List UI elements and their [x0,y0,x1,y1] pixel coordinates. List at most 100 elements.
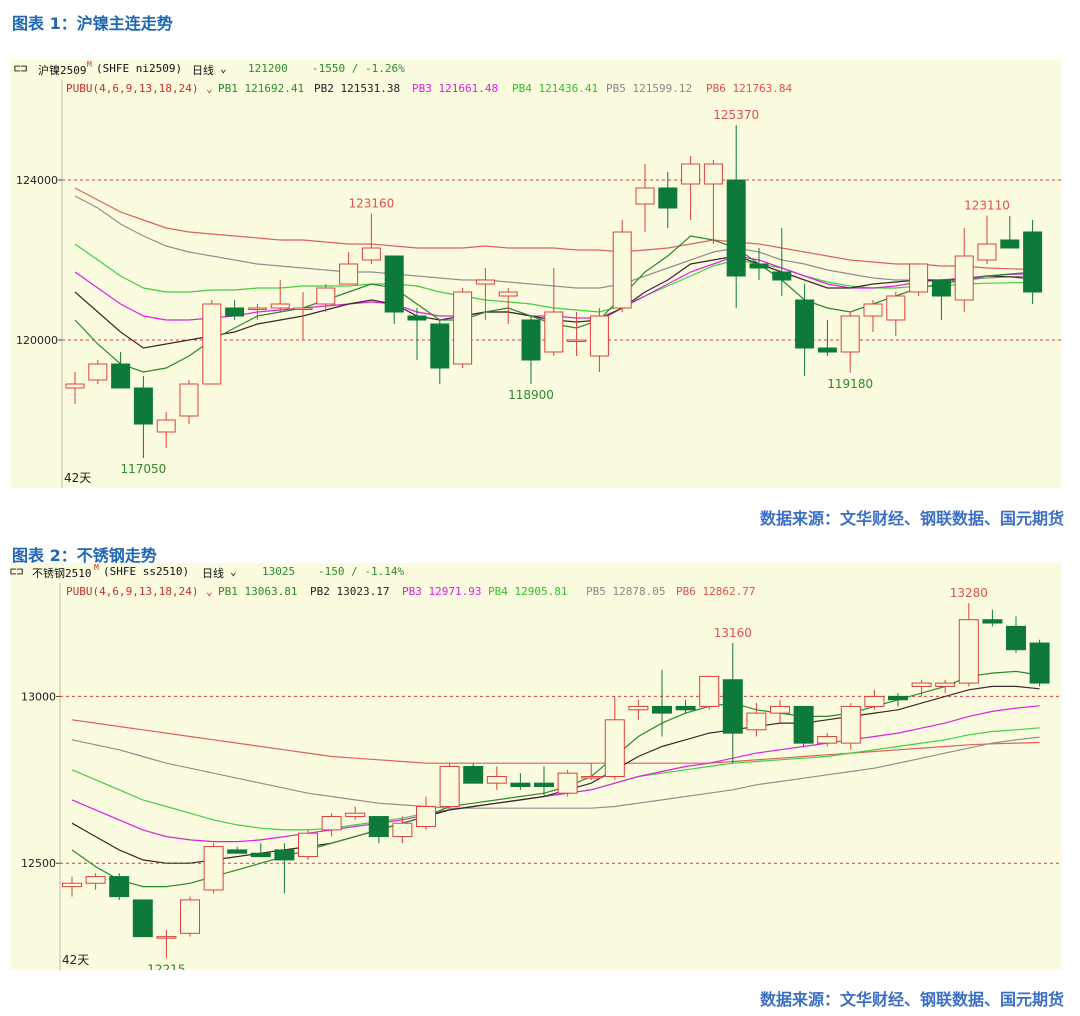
period-selector[interactable]: 日线 [202,567,224,580]
candle [247,304,267,320]
candle [510,773,531,790]
candle [88,360,108,384]
y-tick-label: 120000 [16,334,58,347]
contract-code: (SHFE ni2509) [96,62,183,75]
candle-body [635,187,655,205]
candle-body [746,712,767,731]
contract-code: (SHFE ss2510) [103,565,190,578]
candle-body [935,682,956,687]
candle [793,705,814,747]
candle-body [498,291,518,297]
figure2-indicator-legend: PUBU(4,6,9,13,18,24) PB1 13063.81 PB2 1302… [10,583,1062,601]
band-value-1: PB1 13063.81 [218,585,298,598]
candle [935,679,956,694]
band-value-5: PB5 12878.05 [586,585,666,598]
band-line-pb6 [74,187,1033,270]
candle-body [1006,625,1026,651]
candle-body [567,339,587,342]
figure1-title: 图表 1：沪镍主连走势 [12,14,173,33]
candle-body [510,782,531,788]
candle [293,292,313,340]
candle [416,796,436,830]
extreme-price-label: 119180 [827,377,873,391]
indicator-name[interactable]: PUBU(4,6,9,13,18,24) [66,585,199,598]
candle-body [392,822,413,838]
candle [886,292,906,336]
candle-body [1000,239,1020,249]
candle-body [521,319,541,361]
candle-body [977,243,997,261]
candle-body [85,876,106,884]
candle [589,308,609,372]
figure1-toolbar: ⊏⊐ 沪镍2509 M (SHFE ni2509) 日线 ⌄ 121200 -1… [10,60,1062,78]
candle [368,816,389,844]
candle [321,813,342,837]
candle [392,816,413,844]
price-change: -150 / -1.14% [318,565,405,578]
extreme-price-label: 13280 [950,586,988,600]
last-price: 121200 [248,62,288,75]
candle-body [909,263,929,293]
candle [203,843,224,894]
period-selector[interactable]: 日线 [192,64,214,77]
candle-body [911,682,932,687]
candle [909,263,929,296]
chevron-down-icon[interactable]: ⌄ [230,565,237,578]
chevron-down-icon[interactable]: ⌄ [220,62,227,75]
figure1-indicator-legend: PUBU(4,6,9,13,18,24) PB1 121692.41 PB2 121… [10,80,1062,98]
candle [772,228,792,296]
candle [109,873,130,900]
candle-body [652,705,672,714]
candle [339,252,359,285]
candle-body [749,263,769,269]
candle [534,766,554,797]
candle [977,215,997,264]
candle-body [62,882,82,888]
figure1-source-note: 数据来源：文华财经、钢联数据、国元期货 [759,509,1064,528]
extreme-price-label: 117050 [120,462,166,476]
candle [227,846,248,854]
candle-body [109,876,130,898]
y-tick-label: 124000 [16,174,58,187]
chart-menu-icon[interactable]: ⊏⊐ [14,62,28,75]
chart-menu-icon[interactable]: ⊏⊐ [10,565,24,578]
candle [521,316,541,384]
candle [726,125,746,308]
band-value-4: PB4 12905.81 [488,585,568,598]
candle-body [88,363,108,381]
candle [675,699,696,714]
last-price: 13025 [262,565,296,578]
candle-body [581,776,602,779]
chevron-down-icon[interactable]: ⌄ [206,585,213,598]
candle [361,213,381,264]
candle-body [772,271,792,281]
candle [888,693,908,707]
candle-body [202,303,222,385]
extreme-price-label: 118900 [508,388,554,402]
candle [681,156,701,220]
figure1-candlestick-chart: 124000 120000 125370 123160 123110 118900 1191… [16,80,1062,488]
band-line-pb2 [71,685,1040,864]
candle-body [203,846,224,891]
contract-name: 不锈钢2510 [32,567,92,580]
candle-body [179,383,199,417]
candle-body [557,772,578,794]
y-tick-label: 13000 [21,690,56,703]
candle-body [225,307,245,317]
candle [982,609,1003,627]
candle-body [227,849,248,854]
candle-body [888,695,908,701]
candle [795,284,815,376]
candle-body [321,816,342,831]
figure2-source-note: 数据来源：文华财经、钢联数据、国元期货 [759,990,1064,1009]
indicator-name[interactable]: PUBU(4,6,9,13,18,24) [66,82,199,95]
candle [1000,216,1020,249]
candle [652,669,672,737]
figure1-chart-panel: ⊏⊐ 沪镍2509 M (SHFE ni2509) 日线 ⌄ 121200 -1… [10,60,1062,488]
band-value-6: PB6 12862.77 [676,585,756,598]
chevron-down-icon[interactable]: ⌄ [206,82,213,95]
y-tick-label: 12500 [21,857,56,870]
candle-body [886,295,906,321]
candle [628,699,649,720]
candle-body [817,347,837,353]
